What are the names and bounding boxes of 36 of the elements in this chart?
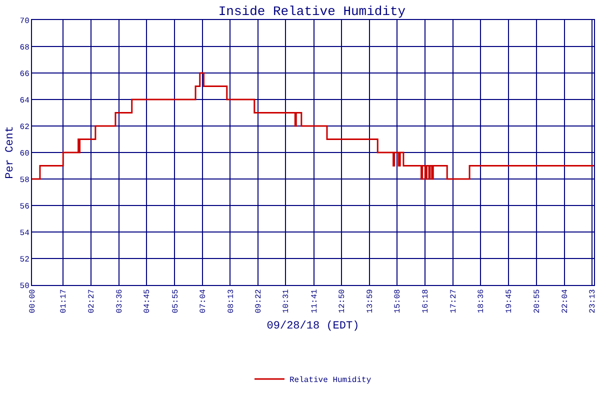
x-tick-label: 22:04: [560, 289, 570, 314]
y-tick-label: 56: [20, 202, 30, 212]
legend-label: Relative Humidity: [290, 376, 372, 386]
x-tick-label: 17:27: [450, 289, 458, 314]
y-tick-label: 70: [20, 16, 30, 26]
x-tick-label: 02:27: [88, 289, 97, 314]
x-tick-label: 11:41: [310, 289, 320, 314]
y-tick-label: 60: [20, 149, 30, 158]
x-tick-label: 07:04: [199, 289, 208, 314]
x-tick-label: 04:45: [143, 289, 152, 314]
x-tick-label: 18:36: [477, 289, 486, 314]
x-axis-title: 09/28/18 (EDT): [266, 320, 360, 332]
y-tick-label: 68: [20, 43, 30, 52]
x-tick-label: 23:13: [588, 289, 598, 314]
x-tick-label: 03:36: [115, 289, 124, 314]
y-tick-label: 64: [20, 96, 30, 106]
x-tick-label: 09:22: [254, 289, 264, 314]
x-tick-label: 01:17: [60, 289, 69, 314]
x-tick-label: 20:55: [533, 289, 542, 314]
x-tick-label: 10:31: [282, 289, 292, 314]
y-axis-title: Per Cent: [4, 126, 16, 179]
y-tick-label: 52: [20, 255, 30, 264]
x-tick-label: 19:45: [504, 289, 514, 314]
x-tick-label: 13:59: [366, 289, 375, 314]
x-tick-label: 12:50: [338, 289, 348, 314]
x-tick-label: 05:55: [171, 289, 180, 314]
y-tick-label: 54: [20, 228, 30, 238]
x-tick-label: 16:18: [422, 289, 431, 314]
x-tick-label: 00:00: [28, 289, 38, 314]
y-tick-label: 66: [20, 70, 30, 79]
y-tick-label: 58: [20, 176, 30, 185]
y-tick-label: 50: [20, 282, 30, 291]
y-tick-label: 62: [20, 122, 30, 132]
chart-title: Inside Relative Humidity: [218, 4, 406, 20]
x-tick-label: 15:08: [394, 289, 403, 314]
x-tick-label: 08:13: [226, 289, 236, 314]
